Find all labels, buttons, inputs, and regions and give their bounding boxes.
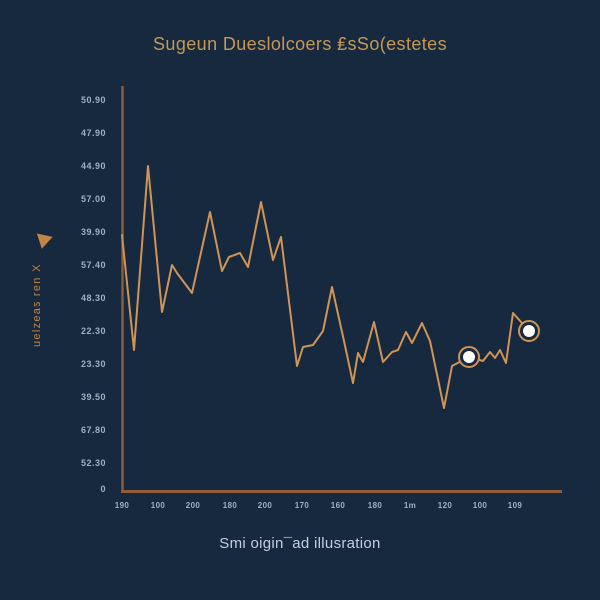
y-tick-label: 0 bbox=[100, 484, 106, 494]
y-tick-label: 39.90 bbox=[80, 227, 106, 237]
point-marker-dot bbox=[463, 351, 475, 363]
y-tick-label: 57.40 bbox=[80, 260, 106, 270]
y-tick-label: 48.30 bbox=[80, 293, 106, 303]
x-tick-label: 120 bbox=[437, 501, 453, 510]
x-tick-label: 160 bbox=[330, 501, 346, 510]
chart-caption: Smi oigin¯ad illusration bbox=[219, 535, 381, 552]
x-tick-label: 190 bbox=[114, 501, 130, 510]
x-tick-label: 1m bbox=[403, 501, 417, 510]
chart-title: Sugeun Dueslolcoers ₤sSo(estetes bbox=[153, 34, 447, 54]
x-tick-label: 180 bbox=[222, 501, 238, 510]
y-tick-label: 52.30 bbox=[80, 458, 106, 468]
point-marker-dot bbox=[523, 325, 535, 337]
y-tick-label: 22.30 bbox=[80, 326, 106, 336]
y-tick-label: 50.90 bbox=[80, 95, 106, 105]
x-tick-label: 100 bbox=[472, 501, 488, 510]
y-tick-label: 47.90 bbox=[80, 128, 106, 138]
x-tick-label: 180 bbox=[367, 501, 383, 510]
x-tick-label: 170 bbox=[294, 501, 310, 510]
data-line bbox=[121, 165, 530, 409]
y-tick-label: 23.30 bbox=[80, 359, 106, 369]
x-tick-label: 100 bbox=[150, 501, 166, 510]
x-tick-label: 200 bbox=[185, 501, 201, 510]
y-tick-label: 44.90 bbox=[80, 161, 106, 171]
y-tick-label: 67.80 bbox=[80, 425, 106, 435]
x-tick-label: 109 bbox=[507, 501, 523, 510]
y-tick-label: 39.50 bbox=[80, 392, 106, 402]
x-tick-label: 200 bbox=[257, 501, 273, 510]
y-tick-label: 57.00 bbox=[80, 194, 106, 204]
